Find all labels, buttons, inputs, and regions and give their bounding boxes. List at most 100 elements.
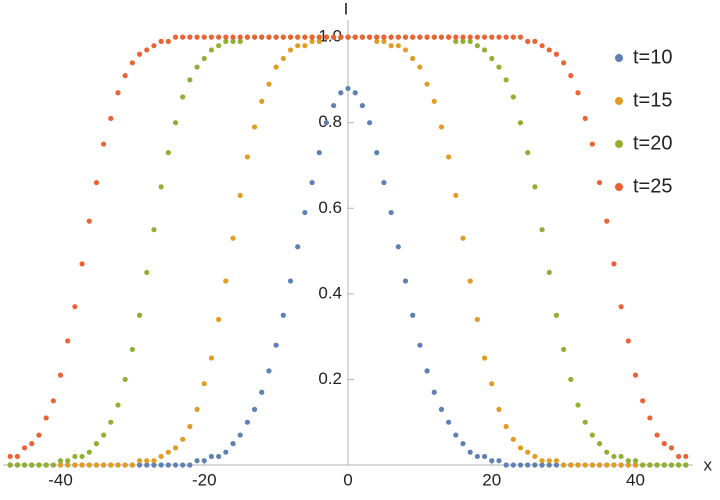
data-point [503, 77, 509, 83]
data-point [532, 184, 538, 190]
data-point [194, 64, 200, 70]
data-point [115, 90, 121, 96]
data-point [474, 453, 480, 460]
data-point [338, 34, 344, 40]
data-point [216, 34, 222, 40]
data-point [474, 34, 480, 40]
data-point [561, 60, 567, 66]
data-point [194, 458, 200, 464]
data-point [424, 81, 430, 87]
data-point [158, 184, 164, 190]
data-point [467, 38, 473, 44]
data-point [647, 462, 653, 468]
data-point [417, 34, 423, 40]
data-point [668, 462, 675, 468]
data-point [223, 38, 229, 44]
data-point [208, 34, 215, 40]
data-point [374, 150, 380, 156]
data-point [72, 453, 78, 460]
data-point [172, 120, 179, 126]
data-point [438, 34, 445, 40]
data-point [122, 376, 128, 383]
data-point [295, 244, 301, 250]
data-point [93, 441, 100, 447]
y-tick-label: 0.8 [318, 112, 342, 131]
data-point [596, 462, 603, 468]
data-point [366, 120, 373, 126]
data-point [172, 34, 179, 40]
data-point [431, 389, 437, 395]
data-point [417, 342, 423, 348]
legend-label: t=10 [633, 46, 672, 68]
data-point [582, 115, 588, 122]
data-point [230, 235, 236, 241]
data-point [165, 38, 171, 44]
data-point [158, 453, 164, 460]
y-tick-label: 0.6 [318, 198, 342, 217]
data-point [316, 38, 322, 44]
data-point [352, 34, 358, 40]
data-point [352, 90, 358, 96]
data-point [136, 51, 143, 57]
data-point [553, 458, 560, 464]
x-axis-label: x [704, 455, 713, 474]
data-point [302, 209, 308, 216]
data-point [359, 102, 365, 109]
legend-marker [615, 54, 623, 62]
data-point [424, 368, 430, 374]
data-point [201, 381, 207, 387]
data-point [417, 64, 423, 70]
data-point [604, 462, 610, 468]
data-point [489, 458, 495, 464]
data-point [36, 432, 42, 438]
legend-marker [615, 183, 623, 191]
data-point [129, 346, 135, 353]
data-point [431, 34, 437, 40]
data-point [57, 458, 64, 464]
data-point [93, 462, 100, 468]
data-point [165, 449, 171, 455]
data-point [136, 312, 143, 318]
data-point [158, 38, 164, 44]
data-point [316, 150, 322, 156]
data-point [596, 441, 603, 447]
data-point [79, 462, 85, 468]
data-point [194, 406, 200, 412]
data-point [661, 441, 667, 447]
data-point [165, 462, 171, 468]
data-point [273, 34, 279, 40]
data-point [604, 218, 610, 224]
data-point [151, 43, 157, 49]
data-point [424, 34, 430, 40]
data-point [431, 98, 437, 104]
data-point [632, 458, 639, 464]
data-point [438, 124, 445, 130]
data-point [489, 381, 495, 387]
data-point [503, 462, 509, 468]
data-point [79, 261, 85, 267]
data-point [86, 449, 92, 455]
data-point [216, 316, 222, 323]
data-point [625, 338, 631, 344]
data-point [65, 338, 71, 344]
data-point [460, 235, 466, 241]
data-point [194, 34, 200, 40]
data-point [510, 462, 516, 468]
data-point [489, 55, 495, 62]
data-point [309, 38, 315, 44]
data-point [446, 34, 452, 40]
data-point [180, 34, 186, 40]
data-point [223, 449, 229, 455]
data-point [144, 47, 150, 53]
data-point [618, 462, 624, 468]
data-point [575, 462, 581, 468]
data-point [467, 34, 473, 40]
data-point [280, 34, 286, 40]
data-point [453, 34, 459, 40]
data-point [251, 124, 258, 130]
data-point [525, 449, 531, 455]
y-axis-label: I [344, 0, 349, 18]
data-point [668, 445, 675, 451]
data-point [546, 458, 552, 464]
